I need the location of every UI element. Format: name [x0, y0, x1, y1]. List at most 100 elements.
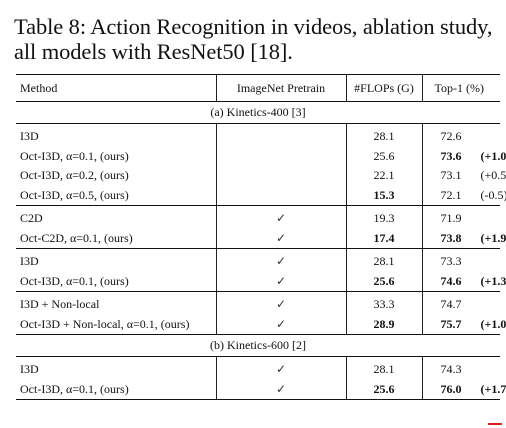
table-caption: Table 8: Action Recognition in videos, a… [14, 14, 493, 64]
top1-delta: (+0.5) [480, 168, 506, 182]
cell-pretrain: ✓ [215, 271, 346, 292]
cell-method: I3D + Non-local [20, 297, 100, 311]
cell-flops: 28.9 [345, 314, 422, 335]
table-row: I3D 28.1 72.6 [16, 123, 500, 147]
cell-method: Oct-I3D, α=0.1, (ours) [16, 271, 216, 292]
red-underline-mark [488, 423, 502, 425]
cell-flops: 28.1 [345, 248, 422, 272]
cell-flops: 25.6 [345, 271, 422, 292]
table-row: I3D + Non-local ✓ 33.3 74.7 [16, 291, 500, 315]
header-flops: #FLOPs (G) [345, 74, 422, 102]
top1-value: 72.1 [440, 187, 462, 202]
section-row: (a) Kinetics-400 [3] [16, 101, 500, 124]
cell-top1: 73.6 (+1.0) [421, 146, 506, 166]
top1-delta: (+1.3) [480, 273, 506, 288]
section-title: (b) Kinetics-600 [2] [16, 334, 500, 357]
cell-flops: 17.4 [345, 228, 422, 249]
top1-value: 76.0 [440, 381, 462, 396]
cell-top1: 73.3 [421, 248, 500, 272]
top1-value: 72.6 [440, 129, 462, 143]
header-method: Method [16, 74, 216, 102]
top1-value: 74.6 [440, 273, 462, 288]
cell-top1: 76.0 (+1.7) [421, 379, 506, 400]
cell-flops: 15.3 [345, 185, 422, 206]
checkmark-icon: ✓ [275, 381, 287, 396]
top1-delta: (+1.0) [480, 148, 506, 163]
top1-delta: (+1.9) [480, 230, 506, 245]
checkmark-icon: ✓ [275, 211, 287, 225]
cell-method: C2D [20, 211, 43, 225]
cell-top1: 75.7 (+1.0) [421, 314, 506, 335]
checkmark-icon: ✓ [275, 254, 287, 268]
top1-value: 73.6 [440, 148, 462, 163]
table-row: Oct-I3D + Non-local, α=0.1, (ours) ✓ 28.9 7… [16, 314, 506, 335]
cell-pretrain [215, 146, 346, 166]
cell-pretrain: ✓ [215, 205, 346, 229]
cell-pretrain: ✓ [215, 379, 346, 400]
table-row: Oct-I3D, α=0.2, (ours) 22.1 73.1 (+0.5) [16, 166, 506, 186]
cell-top1: 74.3 [421, 356, 500, 380]
cell-flops: 25.6 [345, 146, 422, 166]
table-row: I3D ✓ 28.1 73.3 [16, 248, 500, 272]
top1-value: 73.3 [440, 254, 462, 268]
cell-flops: 33.3 [345, 291, 422, 315]
top1-value: 74.3 [440, 362, 462, 376]
section-row: (b) Kinetics-600 [2] [16, 334, 500, 357]
cell-method: I3D [20, 254, 39, 268]
top1-value: 74.7 [440, 297, 462, 311]
cell-method: Oct-I3D, α=0.2, (ours) [20, 168, 129, 182]
cell-method: Oct-I3D + Non-local, α=0.1, (ours) [20, 316, 190, 331]
cell-flops: 25.6 [345, 379, 422, 400]
header-top1: Top-1 (%) [421, 74, 500, 102]
table-row: Oct-I3D, α=0.1, (ours) 25.6 73.6 (+1.0) [16, 146, 506, 166]
cell-top1: 74.7 [421, 291, 500, 315]
cell-flops: 19.3 [345, 205, 422, 229]
checkmark-icon: ✓ [275, 230, 287, 245]
cell-method: I3D [20, 129, 39, 143]
cell-top1: 73.8 (+1.9) [421, 228, 506, 249]
top1-delta: (-0.5) [480, 187, 506, 202]
cell-pretrain: ✓ [215, 228, 346, 249]
table-header-row: Method ImageNet Pretrain #FLOPs (G) Top-… [16, 74, 500, 102]
table-row: C2D ✓ 19.3 71.9 [16, 205, 500, 229]
table-row: Oct-C2D, α=0.1, (ours) ✓ 17.4 73.8 (+1.9) [16, 228, 506, 249]
cell-pretrain: ✓ [215, 356, 346, 380]
table-row: Oct-I3D, α=0.5, (ours) 15.3 72.1 (-0.5) [16, 185, 506, 206]
cell-pretrain: ✓ [215, 291, 346, 315]
cell-pretrain [215, 123, 346, 147]
checkmark-icon: ✓ [275, 362, 287, 376]
cell-top1: 72.6 [421, 123, 500, 147]
cell-flops: 28.1 [345, 356, 422, 380]
cell-pretrain [215, 185, 346, 206]
cell-pretrain: ✓ [215, 314, 346, 335]
table-body: (a) Kinetics-400 [3] I3D 28.1 72.6 Oct-I3D, … [16, 101, 506, 400]
cell-pretrain [215, 166, 346, 186]
top1-delta: (+1.0) [480, 316, 506, 331]
cell-top1: 73.1 (+0.5) [421, 166, 506, 186]
cell-method: Oct-I3D, α=0.1, (ours) [20, 148, 129, 163]
cell-top1: 71.9 [421, 205, 500, 229]
top1-value: 73.1 [440, 168, 462, 182]
table-row: I3D ✓ 28.1 74.3 [16, 356, 500, 380]
checkmark-icon: ✓ [275, 316, 287, 331]
cell-method: Oct-I3D, α=0.5, (ours) [16, 185, 216, 206]
checkmark-icon: ✓ [275, 273, 287, 288]
cell-flops: 28.1 [345, 123, 422, 147]
cell-flops: 22.1 [345, 166, 422, 186]
section-title: (a) Kinetics-400 [3] [16, 101, 500, 124]
table-row: Oct-I3D, α=0.1, (ours) ✓ 25.6 74.6 (+1.3) [16, 271, 506, 292]
cell-method: Oct-I3D, α=0.1, (ours) [16, 379, 216, 400]
header-pretrain: ImageNet Pretrain [215, 74, 346, 102]
cell-top1: 72.1 (-0.5) [421, 185, 506, 206]
top1-value: 75.7 [440, 316, 462, 331]
top1-value: 73.8 [440, 230, 462, 245]
top1-delta: (+1.7) [480, 381, 506, 396]
table-row: Oct-I3D, α=0.1, (ours) ✓ 25.6 76.0 (+1.7) [16, 379, 506, 400]
checkmark-icon: ✓ [275, 297, 287, 311]
cell-pretrain: ✓ [215, 248, 346, 272]
cell-method: Oct-C2D, α=0.1, (ours) [16, 228, 216, 249]
results-table-container: Method ImageNet Pretrain #FLOPs (G) Top-… [16, 74, 506, 400]
top1-value: 71.9 [440, 211, 462, 225]
cell-top1: 74.6 (+1.3) [421, 271, 506, 292]
results-table: Method ImageNet Pretrain #FLOPs (G) Top-… [16, 74, 506, 400]
